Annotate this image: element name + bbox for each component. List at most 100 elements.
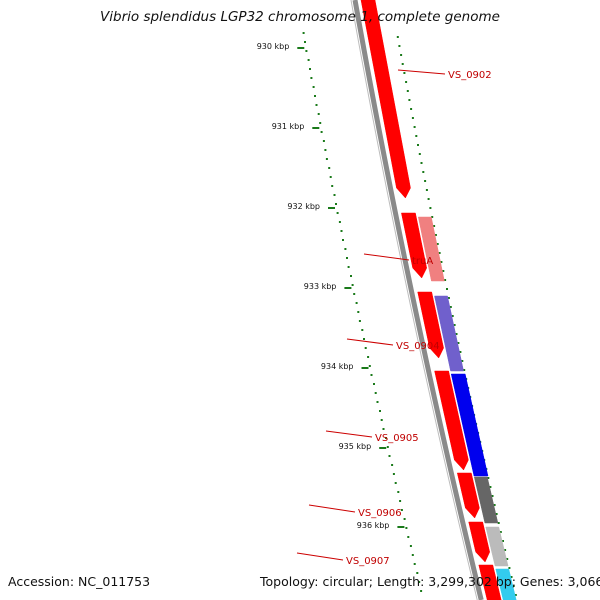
- gc-tick: [324, 149, 327, 151]
- gc-tick: [350, 275, 352, 277]
- gc-tick: [408, 99, 411, 101]
- gc-tick: [418, 581, 421, 583]
- gene-VS_0906: [473, 476, 499, 524]
- gc-tick: [346, 257, 348, 259]
- gc-tick: [351, 284, 354, 286]
- gc-tick: [506, 558, 509, 560]
- gc-tick: [504, 549, 507, 551]
- gc-tick: [388, 455, 391, 457]
- gc-tick: [340, 230, 343, 232]
- gc-tick: [335, 203, 337, 205]
- gc-tick: [336, 212, 339, 214]
- gc-tick: [355, 302, 358, 304]
- gc-tick: [436, 243, 439, 245]
- accession-label: Accession:: [8, 574, 75, 589]
- cds-forward: [434, 370, 469, 471]
- gc-tick: [386, 446, 389, 448]
- gc-tick: [495, 513, 498, 515]
- gc-tick: [420, 590, 423, 592]
- gc-tick: [411, 117, 414, 119]
- gc-tick: [398, 45, 401, 47]
- gc-tick: [418, 153, 421, 155]
- gc-tick: [353, 293, 356, 295]
- gc-tick: [374, 392, 377, 394]
- gc-tick: [411, 554, 414, 556]
- gene-label: VS_0907: [346, 556, 390, 567]
- gene-truA: [417, 216, 445, 282]
- gc-tick: [302, 32, 305, 34]
- kbp-tick: [361, 367, 369, 369]
- gene-label-leader: [325, 430, 373, 438]
- gc-tick: [420, 162, 423, 164]
- gc-tick: [342, 239, 344, 241]
- gc-tick: [417, 144, 419, 146]
- gc-tick: [305, 50, 308, 52]
- gc-tick: [457, 342, 460, 344]
- kbp-label: 932 kbp: [287, 202, 320, 211]
- gc-tick: [319, 122, 322, 124]
- gc-tick: [380, 419, 383, 421]
- topology-info: Topology: circular; Length: 3,299,302 bp;…: [260, 574, 600, 589]
- gc-tick: [309, 68, 311, 70]
- kbp-label: 935 kbp: [339, 442, 372, 451]
- kbp-label: 936 kbp: [357, 521, 390, 530]
- cds-forward: [360, 0, 411, 199]
- gc-tick: [405, 527, 408, 529]
- accession-info: Accession: NC_011753: [8, 574, 150, 589]
- gc-tick: [410, 108, 413, 110]
- gc-tick: [406, 90, 409, 92]
- gc-tick: [347, 266, 350, 268]
- gc-tick: [413, 563, 416, 565]
- accession-value: NC_011753: [78, 574, 151, 589]
- gc-tick: [409, 545, 412, 547]
- gene-VS_0907: [485, 526, 509, 567]
- gene-label: VS_0904: [396, 341, 440, 352]
- kbp-tick: [297, 47, 305, 49]
- gene-VS_0904: [434, 295, 464, 372]
- gc-tick: [310, 77, 313, 79]
- gene-label: truA: [412, 256, 433, 267]
- gene-VS_0905: [450, 373, 489, 477]
- topology-label: Topology:: [260, 574, 319, 589]
- gc-tick: [312, 86, 315, 88]
- gc-tick: [444, 279, 447, 281]
- gc-tick: [497, 522, 500, 524]
- backbone-shadow: [350, 0, 478, 600]
- gc-tick: [403, 72, 406, 74]
- gc-tick: [447, 297, 450, 299]
- map-title: Vibrio splendidus LGP32 chromosome 1, co…: [100, 9, 500, 25]
- kbp-tick: [328, 207, 335, 209]
- gc-tick: [363, 338, 365, 340]
- gc-tick: [357, 311, 360, 313]
- gc-tick: [322, 140, 325, 142]
- gc-tick: [373, 383, 375, 385]
- gc-tick: [499, 531, 502, 533]
- gene-label-leader: [296, 552, 344, 561]
- gc-tick: [307, 59, 310, 61]
- gc-tick: [459, 351, 462, 353]
- gene-label-leader: [363, 253, 410, 261]
- gc-tick: [361, 329, 364, 331]
- gc-tick: [416, 572, 419, 574]
- gc-tick: [512, 585, 515, 587]
- gc-tick: [449, 306, 452, 308]
- gc-tick: [331, 185, 334, 187]
- gc-tick: [433, 225, 436, 227]
- gene-label-leader: [397, 69, 446, 75]
- gc-tick: [328, 167, 331, 169]
- gc-tick: [455, 333, 458, 335]
- topology-value: circular; Length: 3,299,302 bp; Genes: 3…: [322, 574, 600, 589]
- gc-tick: [400, 509, 403, 511]
- cds-forward: [456, 472, 480, 519]
- gc-tick: [440, 261, 443, 263]
- kbp-label: 934 kbp: [321, 362, 354, 371]
- gc-tick: [429, 207, 432, 209]
- gene-label-leader: [346, 338, 394, 346]
- gc-tick: [422, 171, 425, 173]
- gene-label: VS_0905: [375, 433, 419, 444]
- gc-tick: [367, 356, 370, 358]
- gc-tick: [397, 491, 400, 493]
- gc-skew-track: [302, 32, 517, 596]
- kbp-label: 930 kbp: [257, 42, 290, 51]
- gene-next: [495, 568, 517, 600]
